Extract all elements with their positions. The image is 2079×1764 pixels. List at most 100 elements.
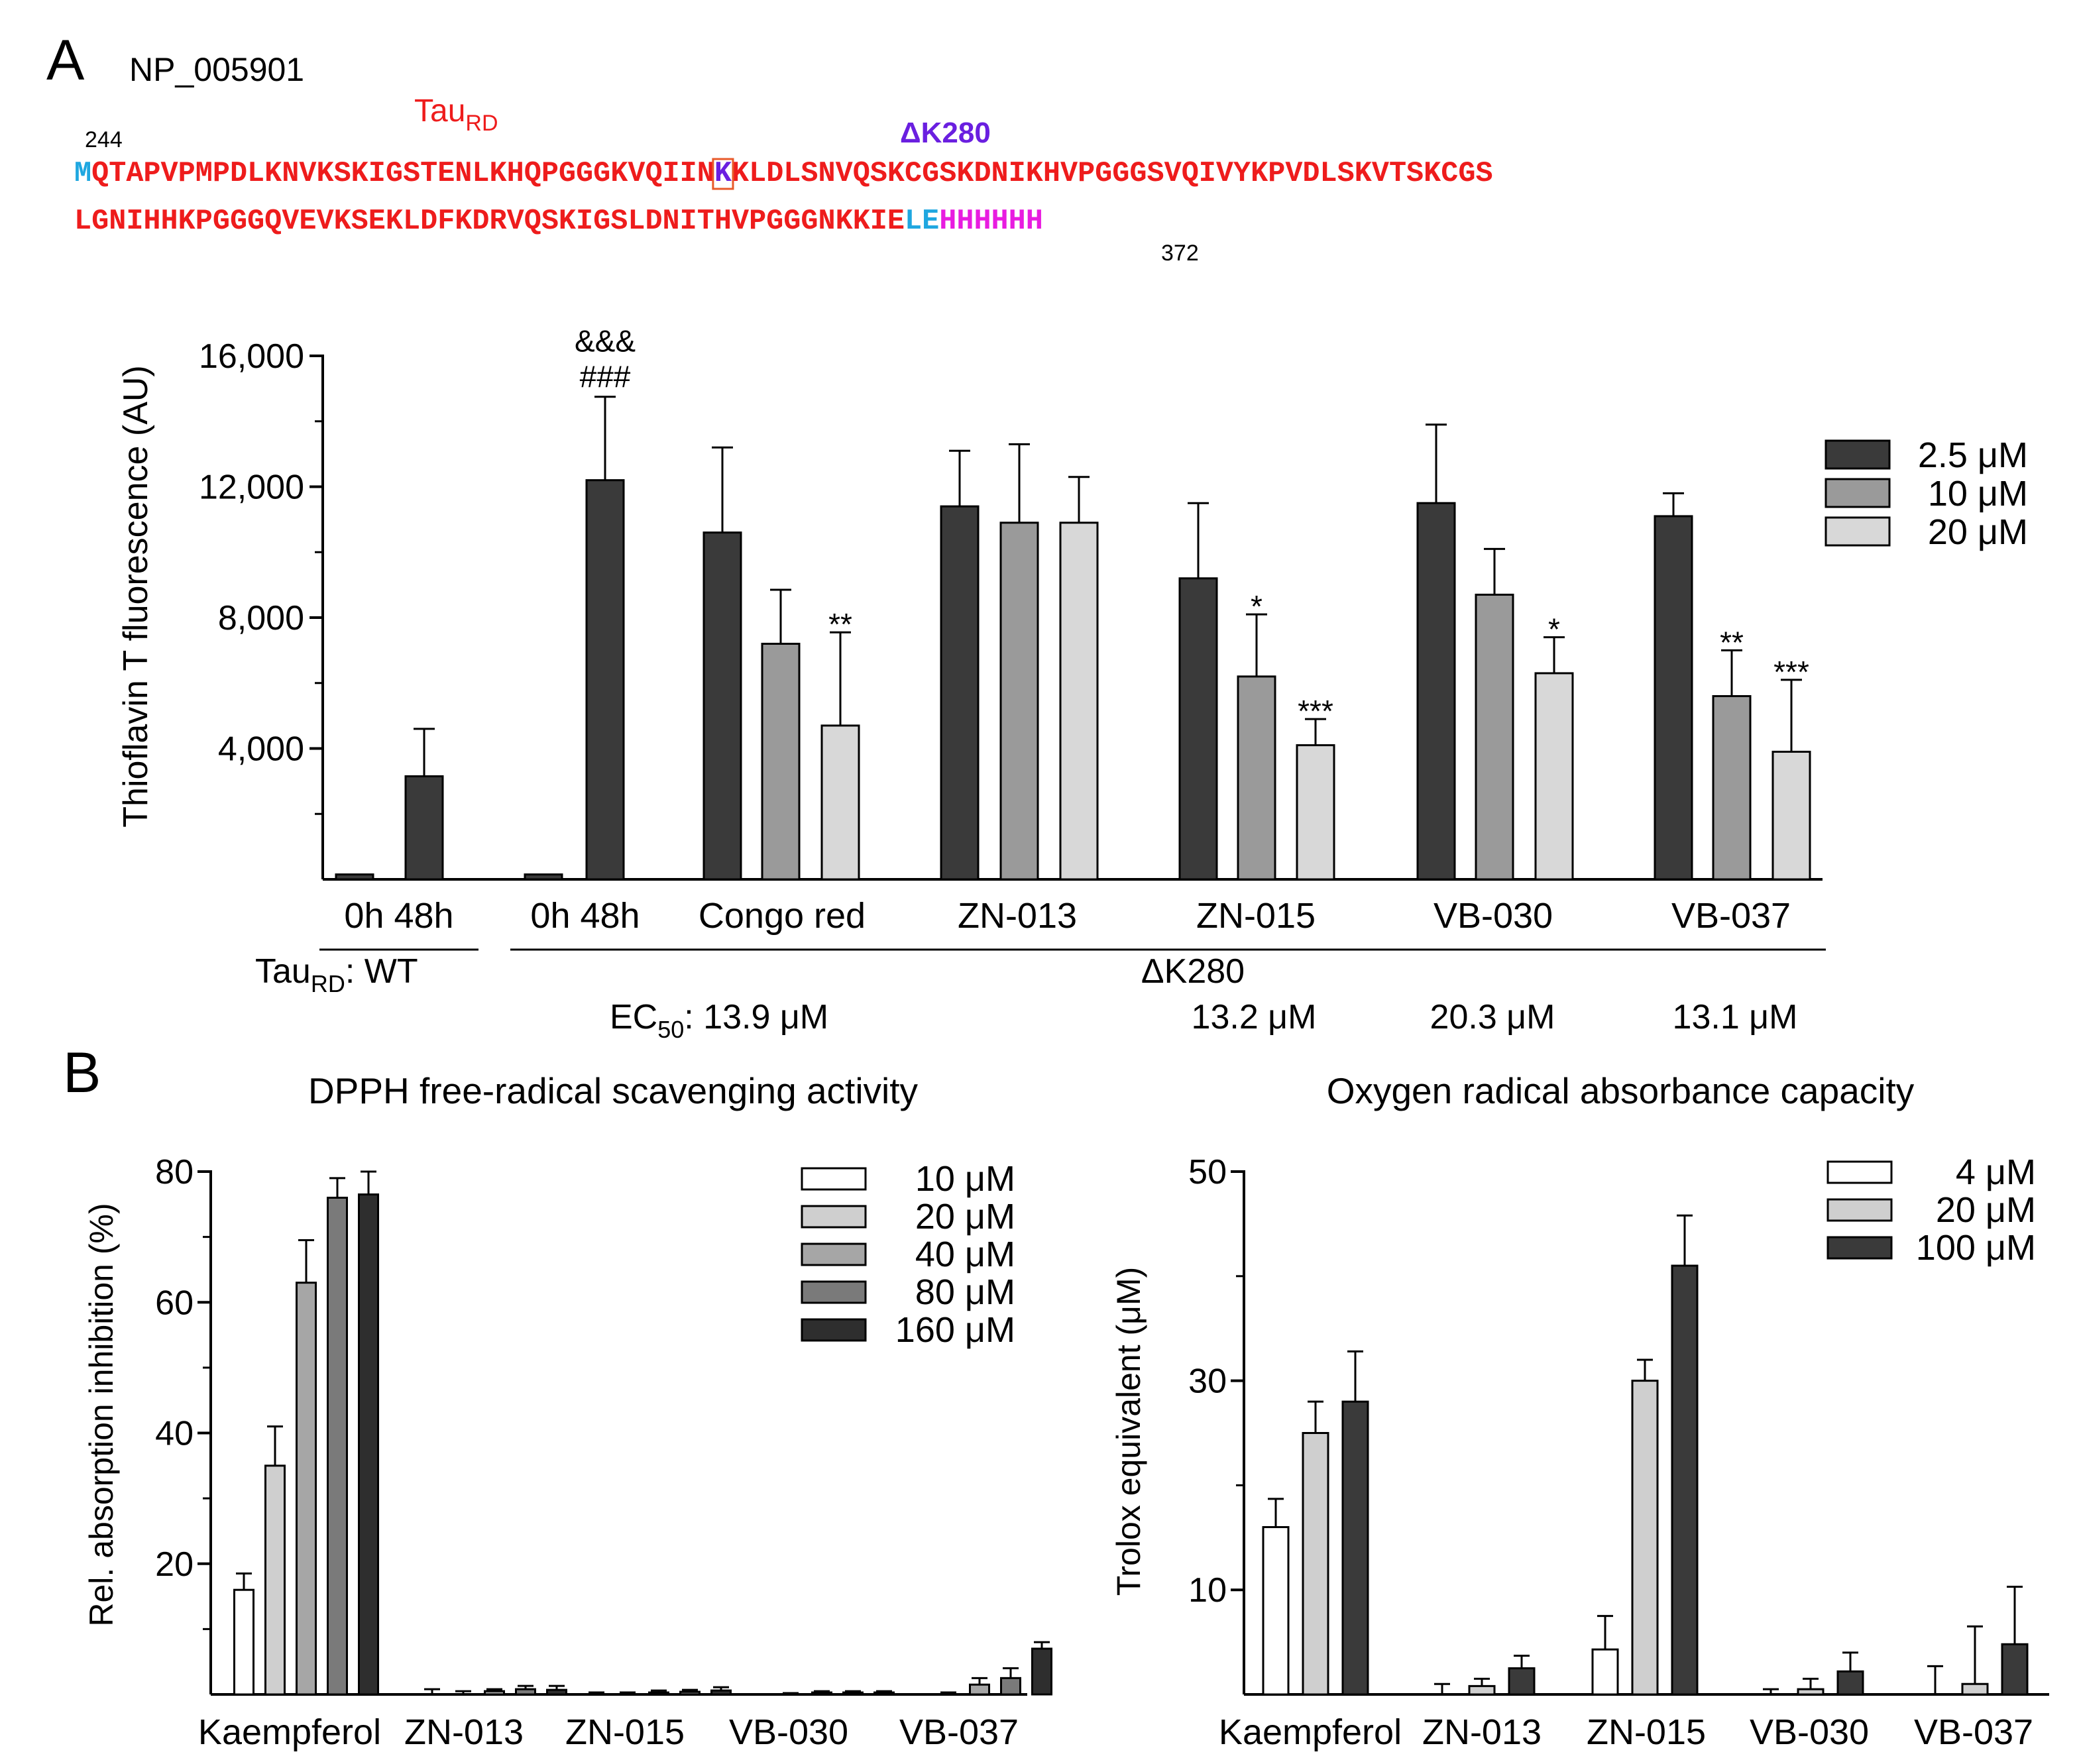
chart-a-legend-swatch: [1825, 439, 1891, 470]
bar: [1508, 1667, 1536, 1696]
legend-label: 10 μM: [915, 1159, 1015, 1199]
bar: [358, 1193, 379, 1696]
chart-a-legend-label: 10 μM: [1928, 474, 2028, 514]
chart-a-group-label: ZN-015: [1196, 896, 1316, 936]
chart-a-bar: [761, 643, 801, 881]
legend-swatch: [801, 1318, 867, 1342]
bar: [296, 1282, 317, 1696]
chart-a-bar: [1771, 750, 1811, 881]
chart-a-y-tick-label: 16,000: [199, 337, 304, 376]
chart-a-bar: [1475, 593, 1514, 881]
sequence-end-number: 372: [1161, 241, 1199, 266]
chart-a-bar: [335, 873, 374, 881]
legend-swatch: [1826, 1198, 1893, 1222]
chart-a-significance-label: ###: [580, 360, 631, 394]
chart-a-bar: [585, 479, 625, 881]
bar: [969, 1683, 990, 1696]
ec50-vb-037: 13.1 μM: [1673, 998, 1798, 1036]
x-tick-label: VB-030: [729, 1712, 848, 1752]
bar: [873, 1691, 895, 1696]
bar: [842, 1691, 864, 1696]
x-tick-label: VB-037: [899, 1712, 1019, 1752]
y-tick-label: 30: [1188, 1362, 1227, 1401]
chart-a-bar: [1712, 695, 1752, 881]
chart-a-legend-swatch: [1825, 478, 1891, 508]
bar: [515, 1688, 536, 1696]
sequence-run: M: [74, 158, 91, 190]
chart-a-group-label: VB-037: [1671, 896, 1791, 936]
chart-a-group-label: 0h 48h: [344, 896, 453, 936]
sequence-start-number: 244: [85, 127, 123, 152]
domain-label: TauRD: [414, 93, 498, 136]
chart-a-legend-label: 20 μM: [1928, 512, 2028, 552]
bar: [1031, 1647, 1052, 1696]
chart-a-significance-label: *: [1548, 612, 1560, 647]
x-tick-label: VB-030: [1750, 1712, 1869, 1752]
legend-label: 20 μM: [915, 1197, 1015, 1237]
chart-a-legend-label: 2.5 μM: [1918, 435, 2028, 475]
bar: [1341, 1400, 1369, 1696]
x-tick-label: ZN-015: [565, 1712, 685, 1752]
orac-chart-title: Oxygen radical absorbance capacity: [1327, 1070, 1915, 1111]
bar: [327, 1196, 348, 1696]
legend-label: 100 μM: [1916, 1228, 2036, 1268]
bar: [1591, 1648, 1619, 1696]
chart-a-bar: [1416, 502, 1456, 881]
bar: [2001, 1643, 2029, 1696]
bar: [546, 1688, 567, 1696]
x-tick-label: ZN-013: [1422, 1712, 1542, 1752]
sequence-run: HHHHHH: [939, 205, 1043, 238]
dpph-chart: DPPH free-radical scavenging activity Re…: [83, 1070, 1052, 1752]
bar: [1631, 1380, 1659, 1696]
bar: [648, 1691, 669, 1696]
chart-a-bar: [1059, 522, 1099, 881]
y-tick-label: 40: [155, 1415, 194, 1453]
legend-swatch: [1826, 1160, 1893, 1184]
chart-a-group-label: VB-030: [1433, 896, 1553, 936]
ec50-congo-red: EC50: 13.9 μM: [610, 998, 828, 1043]
chart-a-y-tick-label: 12,000: [199, 469, 304, 507]
chart-a-bars: 0h 48h&&&###0h 48h**Congo red ZN-013****Z…: [335, 324, 1811, 936]
y-tick-label: 20: [155, 1545, 194, 1584]
chart-a-bar: [940, 505, 980, 881]
legend-swatch: [801, 1167, 867, 1191]
bar: [811, 1691, 832, 1696]
x-tick-label: ZN-013: [404, 1712, 524, 1752]
ec50-zn-015: 13.2 μM: [1192, 998, 1317, 1036]
legend-swatch: [801, 1205, 867, 1229]
chart-a-legend-swatch: [1825, 516, 1891, 547]
wt-label: TauRD: WT: [255, 952, 418, 997]
chart-a-significance-label: **: [1720, 625, 1744, 659]
sequence-run: LE: [905, 205, 939, 238]
chart-a-significance-label: ***: [1298, 694, 1333, 728]
bar: [1961, 1682, 1989, 1696]
chart-a-significance-label: *: [1251, 589, 1263, 624]
panel-b-label: B: [63, 1041, 101, 1105]
chart-a-bar: [820, 724, 860, 881]
y-tick-label: 50: [1188, 1153, 1227, 1191]
chart-a-significance-label: &&&: [575, 324, 636, 358]
chart-a-bar: [404, 775, 444, 881]
chart-a-bar: [524, 873, 563, 881]
bar: [1468, 1684, 1496, 1696]
mutation-label: ΔK280: [900, 117, 991, 149]
chart-a-significance-label: **: [828, 607, 852, 641]
x-tick-label: VB-037: [1914, 1712, 2033, 1752]
sequence-run: QTAPVPMPDLKNVKSKIGSTENLKHQPGGGKVQIIN: [91, 158, 714, 190]
bar: [1797, 1688, 1825, 1696]
chart-a-group-label: 0h 48h: [530, 896, 640, 936]
bar: [233, 1588, 254, 1696]
bar: [1302, 1432, 1329, 1696]
chart-a-bar: [702, 531, 742, 881]
legend-swatch: [1826, 1236, 1893, 1260]
bar: [1000, 1677, 1021, 1696]
chart-a-bar: [1237, 675, 1276, 881]
orac-bars: Kaempferol ZN-013 ZN-015 VB-030 VB-037: [1219, 1214, 2033, 1752]
x-tick-label: Kaempferol: [198, 1712, 381, 1752]
chart-a-bar: [1178, 577, 1218, 881]
